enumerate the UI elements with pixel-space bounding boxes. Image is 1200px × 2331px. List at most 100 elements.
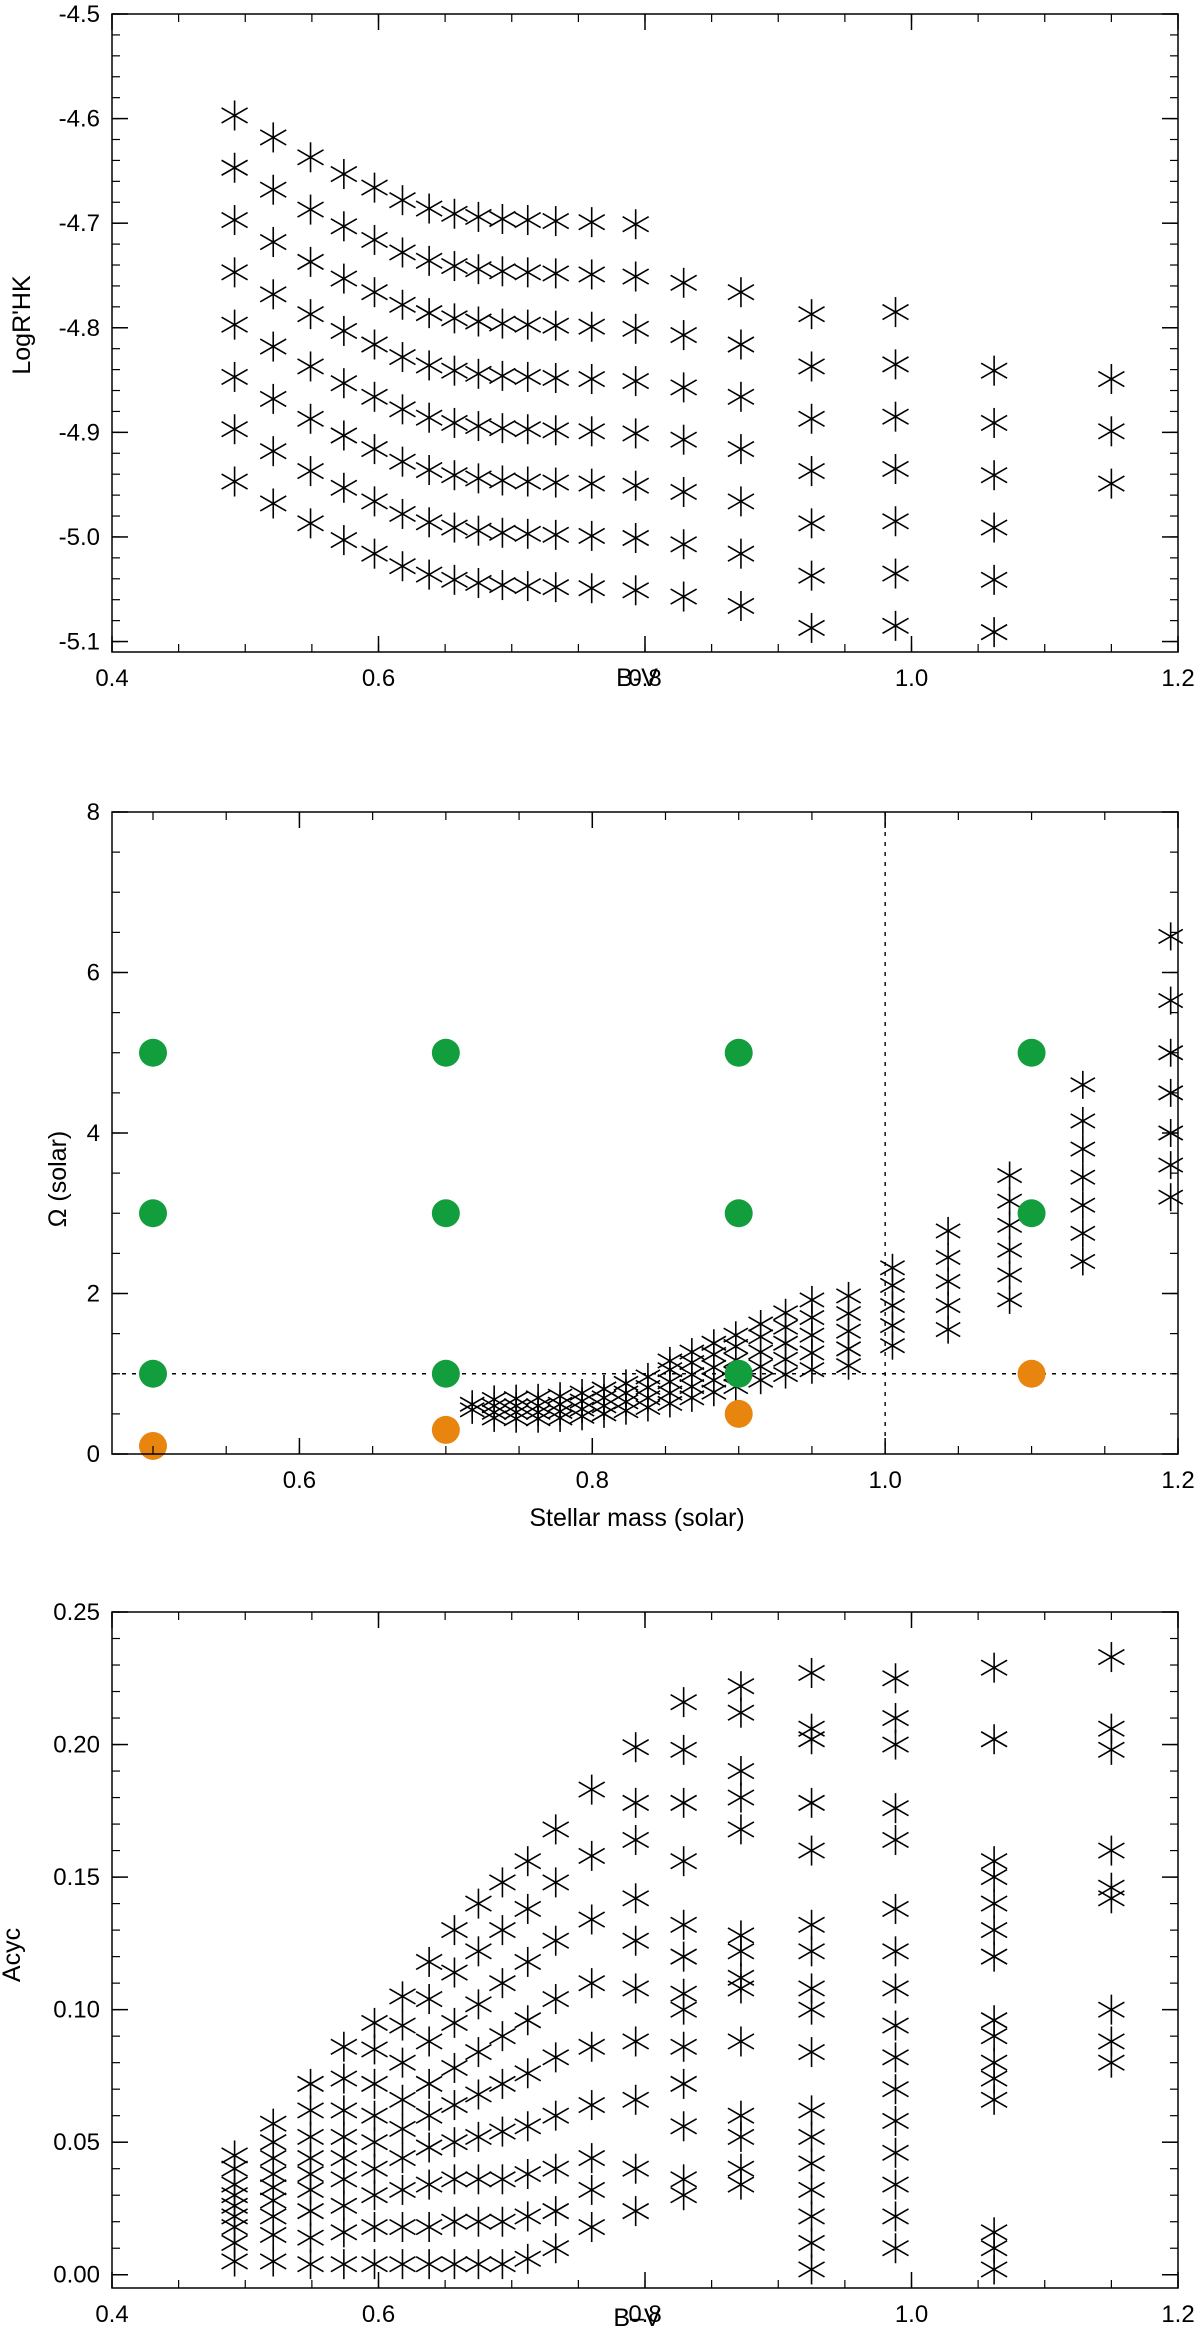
data-point	[622, 1787, 650, 1818]
data-point	[798, 508, 825, 539]
data-point	[542, 2042, 570, 2073]
x-tick-label: 1.0	[895, 2301, 928, 2328]
data-point	[389, 551, 416, 582]
data-point	[415, 2169, 443, 2200]
data-point	[441, 198, 468, 229]
data-point	[578, 573, 606, 604]
data-point	[465, 2249, 492, 2280]
data-point	[1097, 1642, 1125, 1673]
data-point	[330, 2095, 358, 2126]
data-point	[297, 403, 324, 434]
data-point	[361, 2007, 388, 2038]
data-point	[1158, 986, 1184, 1015]
data-point	[670, 1787, 698, 1818]
data-point	[441, 2090, 468, 2121]
green-point	[724, 1038, 753, 1067]
data-point	[670, 372, 698, 403]
data-point	[727, 2153, 755, 2184]
data-point	[1097, 416, 1125, 447]
green-point	[1017, 1199, 1046, 1228]
orange-point	[139, 1431, 167, 1460]
data-point	[578, 520, 606, 551]
data-point	[542, 258, 570, 289]
data-point	[882, 1824, 909, 1855]
data-point	[330, 420, 358, 451]
axes-layer: 0.4 0.6 0.8 1.0 1.2 -4.5 -4.6 -4.7 -4.8 -4.9 -5.0 -…	[59, 1, 1195, 692]
data-point	[389, 2084, 416, 2115]
data-point	[465, 2079, 492, 2110]
data-point	[670, 476, 698, 507]
data-point	[542, 1925, 570, 1956]
data-point	[465, 411, 492, 442]
data-point	[441, 512, 468, 543]
data-point	[578, 2090, 606, 2121]
data-point	[297, 508, 324, 539]
x-tick-label: 0.8	[576, 1467, 609, 1494]
data-point	[622, 1973, 650, 2004]
data-point	[980, 2005, 1008, 2036]
plot-frame	[111, 811, 1179, 1455]
data-point	[1070, 1106, 1096, 1135]
data-point	[799, 1285, 825, 1314]
data-point	[670, 2068, 698, 2099]
data-point	[622, 1925, 650, 1956]
data-point	[489, 2206, 516, 2237]
data-point	[882, 506, 909, 537]
data-point	[514, 1893, 542, 1924]
data-point	[441, 564, 468, 595]
data-point	[622, 366, 650, 397]
data-point	[441, 251, 468, 282]
data-point	[297, 2095, 324, 2126]
data-point	[542, 2153, 570, 2184]
data-point	[441, 407, 468, 438]
data-point	[514, 1946, 542, 1977]
data-point	[489, 570, 516, 601]
data-point	[514, 205, 542, 236]
data-point	[997, 1161, 1023, 1190]
data-point	[259, 227, 287, 258]
data-point	[578, 259, 606, 290]
data-point	[578, 468, 606, 499]
data-point	[489, 360, 516, 391]
data-point	[670, 1909, 698, 1940]
orange-point	[431, 1415, 460, 1444]
data-point	[798, 2095, 825, 2126]
data-point	[1097, 1835, 1125, 1866]
data-point	[221, 2140, 248, 2171]
data-point	[465, 1936, 492, 1967]
y-tick-label: 0.20	[53, 1732, 100, 1759]
data-point	[882, 610, 909, 641]
y-tick-label: 0.15	[53, 1864, 100, 1891]
data-point	[441, 2052, 468, 2083]
data-point	[727, 1671, 755, 1702]
data-point	[542, 1867, 570, 1898]
x-axis-label: B-V	[616, 664, 658, 692]
data-point	[361, 329, 388, 360]
data-point	[935, 1243, 961, 1272]
data-point	[465, 2121, 492, 2152]
data-point	[798, 299, 825, 330]
data-point	[547, 1382, 573, 1411]
data-point	[459, 1390, 485, 1419]
data-point	[221, 361, 248, 392]
data-point	[798, 560, 825, 591]
data-point	[415, 2212, 443, 2243]
data-point	[727, 1814, 755, 1845]
data-point	[727, 1756, 755, 1787]
data-point	[415, 2132, 443, 2163]
data-point	[514, 2243, 542, 2274]
data-point	[389, 498, 416, 529]
data-point	[882, 2233, 909, 2264]
data-point	[297, 194, 324, 225]
data-point	[1070, 1070, 1096, 1099]
data-point	[389, 446, 416, 477]
data-point	[361, 2127, 388, 2158]
data-point	[727, 329, 755, 360]
data-point	[622, 2153, 650, 2184]
axes-layer: 0.6 0.8 1.0 1.2 0 2 4 6 8	[87, 799, 1195, 1494]
data-point	[836, 1281, 862, 1310]
data-point	[330, 2190, 358, 2221]
data-point	[489, 1915, 516, 1946]
data-point	[389, 342, 416, 373]
data-point	[882, 2169, 909, 2200]
